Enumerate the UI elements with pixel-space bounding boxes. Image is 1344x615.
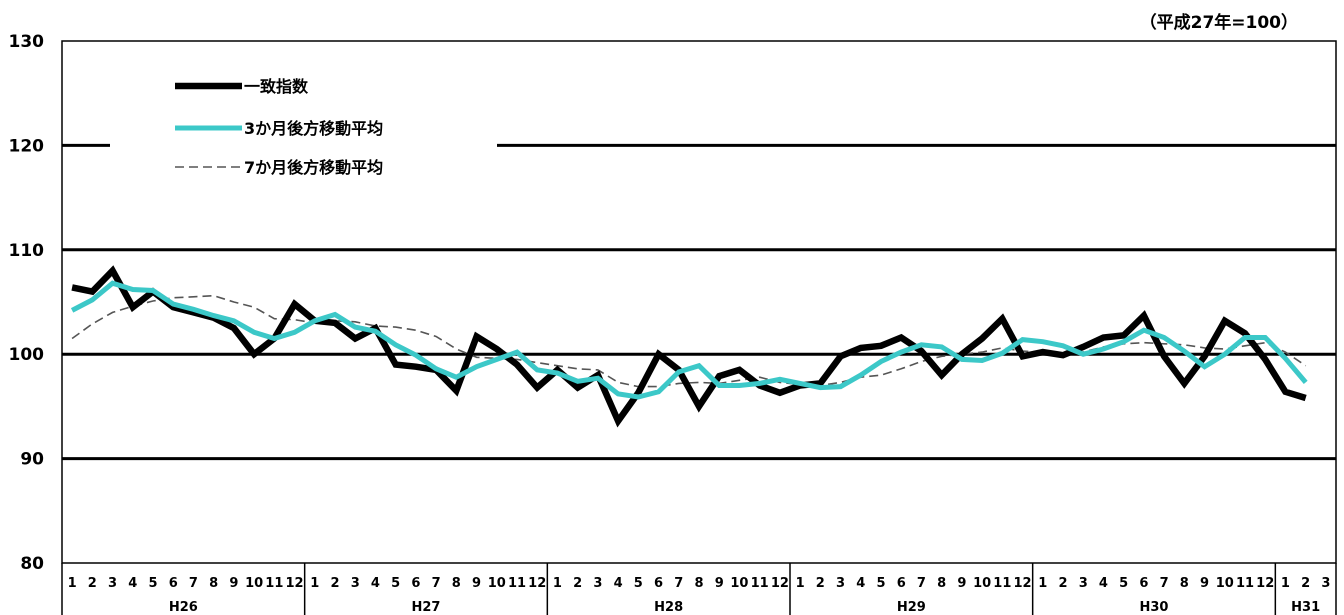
x-tick-label: 3 [351,576,360,591]
x-tick-label: 6 [411,576,420,591]
x-tick-label: 5 [148,576,157,591]
x-tick-label: 8 [452,576,461,591]
x-tick-label: 2 [573,576,582,591]
x-tick-label: 1 [553,576,562,591]
x-tick-label: 8 [694,576,703,591]
year-label: H28 [654,600,683,615]
x-tick-label: 6 [169,576,178,591]
x-tick-label: 10 [245,576,263,591]
x-tick-label: 3 [1079,576,1088,591]
x-tick-label: 12 [286,576,304,591]
x-tick-label: 5 [391,576,400,591]
x-tick-label: 7 [189,576,198,591]
x-tick-label: 6 [897,576,906,591]
y-tick-label: 80 [20,554,44,574]
x-tick-label: 2 [88,576,97,591]
x-tick-label: 1 [1281,576,1290,591]
x-tick-label: 6 [654,576,663,591]
x-tick-label: 2 [816,576,825,591]
x-tick-label: 2 [330,576,339,591]
x-tick-label: 2 [1058,576,1067,591]
y-tick-label: 110 [9,241,45,261]
x-tick-label: 11 [508,576,526,591]
x-tick-label: 12 [1014,576,1032,591]
x-tick-label: 10 [1216,576,1234,591]
x-tick-label: 1 [1038,576,1047,591]
x-tick-label: 9 [472,576,481,591]
x-tick-label: 1 [796,576,805,591]
x-tick-label: 8 [209,576,218,591]
year-label: H29 [897,600,926,615]
series-line-1 [70,280,1308,400]
x-tick-label: 3 [836,576,845,591]
x-tick-label: 1 [68,576,77,591]
x-tick-label: 1 [310,576,319,591]
x-tick-label: 2 [1301,576,1310,591]
x-tick-label: 8 [1180,576,1189,591]
x-tick-label: 8 [937,576,946,591]
year-label: H31 [1291,600,1320,615]
x-tick-label: 11 [993,576,1011,591]
x-tick-label: 11 [265,576,283,591]
year-label: H27 [412,600,441,615]
x-tick-label: 12 [771,576,789,591]
x-tick-label: 12 [528,576,546,591]
y-tick-label: 120 [9,136,45,156]
series-line-0 [71,265,1307,428]
x-tick-label: 9 [229,576,238,591]
x-tick-label: 11 [751,576,769,591]
legend-label-1: 3か月後方移動平均 [244,119,383,138]
x-tick-label: 10 [488,576,506,591]
x-tick-label: 9 [715,576,724,591]
legend-label-0: 一致指数 [244,77,309,96]
legend-label-2: 7か月後方移動平均 [244,158,383,177]
x-tick-label: 5 [876,576,885,591]
plot-frame [61,40,1337,564]
x-tick-label: 4 [371,576,380,591]
year-label: H26 [169,600,198,615]
x-tick-label: 3 [593,576,602,591]
x-tick-label: 9 [957,576,966,591]
x-tick-label: 7 [1160,576,1169,591]
x-tick-label: 5 [634,576,643,591]
x-tick-label: 11 [1236,576,1254,591]
x-tick-label: 4 [614,576,623,591]
year-label: H30 [1140,600,1169,615]
x-tick-label: 5 [1119,576,1128,591]
x-tick-label: 10 [973,576,991,591]
x-tick-label: 3 [108,576,117,591]
x-tick-label: 4 [1099,576,1108,591]
x-tick-label: 7 [432,576,441,591]
x-tick-label: 12 [1256,576,1274,591]
x-tick-label: 4 [856,576,865,591]
x-tick-label: 7 [917,576,926,591]
y-tick-label: 130 [9,32,45,52]
y-tick-label: 100 [9,345,45,365]
x-tick-label: 6 [1139,576,1148,591]
x-tick-label: 4 [128,576,137,591]
x-tick-label: 9 [1200,576,1209,591]
x-tick-label: 3 [1321,576,1330,591]
y-tick-label: 90 [20,450,44,470]
base-year-note: （平成27年=100） [1139,13,1298,33]
x-tick-label: 7 [674,576,683,591]
x-tick-label: 10 [730,576,748,591]
